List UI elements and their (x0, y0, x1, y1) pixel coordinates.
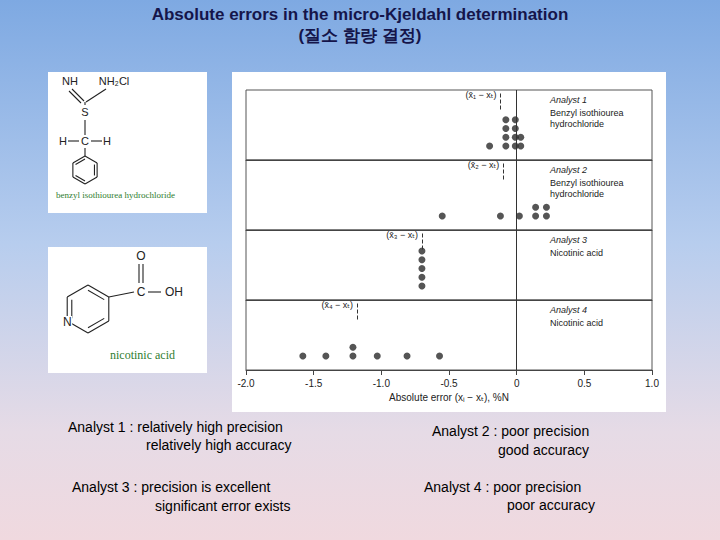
svg-text:C: C (137, 285, 146, 299)
svg-text:(x̄₄ − xₜ): (x̄₄ − xₜ) (321, 299, 353, 310)
html-text:Analyst 2 : poor precision: Analyst 2 : poor precision (432, 423, 590, 439)
svg-text:Nicotinic acid: Nicotinic acid (550, 248, 603, 258)
svg-text:Analyst 4: Analyst 4 (549, 305, 587, 315)
html-text:Analyst 4 : poor precision: Analyst 4 : poor precision (424, 479, 582, 495)
svg-text:S: S (81, 106, 88, 118)
svg-text:(x̄₃ − xₜ): (x̄₃ − xₜ) (386, 229, 418, 240)
svg-text:N: N (63, 315, 72, 329)
html-text:(질소 함량 결정): (질소 함량 결정) (298, 26, 422, 45)
svg-text:(x̄₂ − xₜ): (x̄₂ − xₜ) (467, 159, 500, 170)
svg-text:Analyst 3: Analyst 3 (549, 235, 587, 245)
svg-text:C: C (81, 135, 89, 147)
svg-text:-1.5: -1.5 (305, 378, 323, 389)
svg-text:NH₂Cl: NH₂Cl (99, 75, 130, 87)
svg-text:NH: NH (62, 75, 78, 87)
html-text:Absolute errors in the micro-K: Absolute errors in the micro-Kjeldahl de… (151, 5, 569, 24)
svg-text:-1.0: -1.0 (373, 378, 391, 389)
html-text:relatively high accuracy: relatively high accuracy (146, 437, 292, 453)
svg-text:benzyl isothiourea hydrochlori: benzyl isothiourea hydrochloride (56, 190, 175, 200)
html-text:Analyst 1 : relatively high pr: Analyst 1 : relatively high precision (68, 419, 283, 435)
svg-text:Analyst 2: Analyst 2 (549, 165, 587, 175)
svg-text:Nicotinic acid: Nicotinic acid (550, 318, 603, 328)
svg-text:(x̄₁ − xₜ): (x̄₁ − xₜ) (465, 90, 496, 100)
svg-text:hydrochloride: hydrochloride (550, 189, 604, 199)
svg-text:0: 0 (514, 378, 520, 389)
svg-text:0.5: 0.5 (577, 378, 591, 389)
svg-text:nicotinic acid: nicotinic acid (110, 348, 175, 362)
html-text:Analyst 3 : precision is excel: Analyst 3 : precision is excellent (72, 479, 271, 495)
svg-text:H: H (103, 135, 111, 147)
svg-text:H: H (59, 135, 67, 147)
html-text:significant error exists: significant error exists (155, 498, 291, 514)
html-text:poor accuracy: poor accuracy (507, 497, 595, 513)
svg-text:Benzyl isothiourea: Benzyl isothiourea (550, 178, 624, 188)
svg-text:-0.5: -0.5 (440, 378, 458, 389)
svg-text:Absolute error (xᵢ − xₜ), %N: Absolute error (xᵢ − xₜ), %N (389, 392, 509, 403)
svg-text:hydrochloride: hydrochloride (550, 119, 604, 129)
svg-text:OH: OH (165, 285, 183, 299)
svg-text:Benzyl isothiourea: Benzyl isothiourea (550, 108, 624, 118)
svg-text:Analyst 1: Analyst 1 (549, 95, 587, 105)
svg-text:-2.0: -2.0 (237, 378, 255, 389)
html-text:good accuracy: good accuracy (498, 442, 590, 458)
svg-text:1.0: 1.0 (645, 378, 659, 389)
svg-text:O: O (136, 249, 145, 263)
